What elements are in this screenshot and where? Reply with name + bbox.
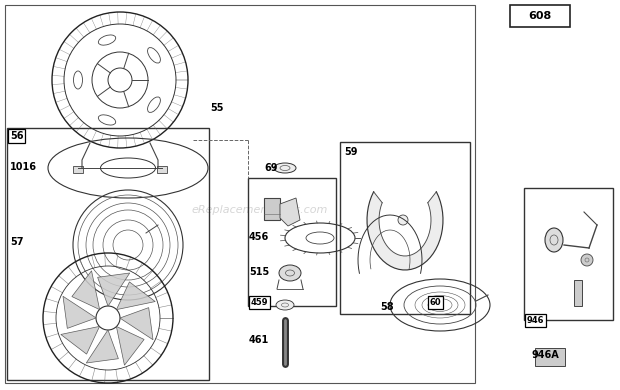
Ellipse shape bbox=[545, 228, 563, 252]
Bar bbox=[7, 128, 209, 380]
Text: 459: 459 bbox=[251, 298, 268, 307]
Text: 59: 59 bbox=[344, 147, 358, 157]
Polygon shape bbox=[61, 326, 100, 354]
Circle shape bbox=[398, 215, 408, 225]
Polygon shape bbox=[63, 296, 96, 328]
Text: 56: 56 bbox=[10, 131, 24, 141]
Ellipse shape bbox=[279, 265, 301, 281]
Polygon shape bbox=[367, 192, 443, 270]
Bar bbox=[524, 188, 613, 320]
Text: 55: 55 bbox=[210, 103, 223, 113]
Text: 69: 69 bbox=[264, 163, 278, 173]
Bar bbox=[73, 166, 83, 173]
Bar bbox=[340, 142, 470, 314]
Text: 57: 57 bbox=[10, 237, 24, 247]
Polygon shape bbox=[280, 198, 300, 226]
Text: 1016: 1016 bbox=[10, 162, 37, 172]
Text: 515: 515 bbox=[249, 267, 269, 277]
Bar bbox=[264, 198, 280, 220]
Circle shape bbox=[581, 254, 593, 266]
Text: 60: 60 bbox=[430, 298, 441, 307]
Polygon shape bbox=[117, 326, 144, 365]
Polygon shape bbox=[97, 273, 130, 306]
Ellipse shape bbox=[276, 300, 294, 310]
Bar bbox=[574, 280, 582, 306]
Text: eReplacementParts.com: eReplacementParts.com bbox=[192, 205, 328, 215]
Text: 608: 608 bbox=[528, 11, 552, 21]
Polygon shape bbox=[117, 282, 155, 310]
Ellipse shape bbox=[274, 163, 296, 173]
Bar bbox=[157, 166, 167, 173]
Polygon shape bbox=[86, 330, 118, 363]
Text: 946: 946 bbox=[527, 316, 544, 325]
Polygon shape bbox=[120, 308, 153, 340]
Bar bbox=[5, 5, 475, 383]
Text: 69A: 69A bbox=[249, 299, 270, 309]
Bar bbox=[510, 5, 570, 27]
Polygon shape bbox=[72, 271, 100, 310]
Text: 946A: 946A bbox=[532, 350, 560, 360]
Text: 58: 58 bbox=[380, 302, 394, 312]
Text: 456: 456 bbox=[249, 232, 269, 242]
Text: 461: 461 bbox=[249, 335, 269, 345]
Bar bbox=[535, 348, 565, 366]
Bar bbox=[248, 178, 336, 306]
